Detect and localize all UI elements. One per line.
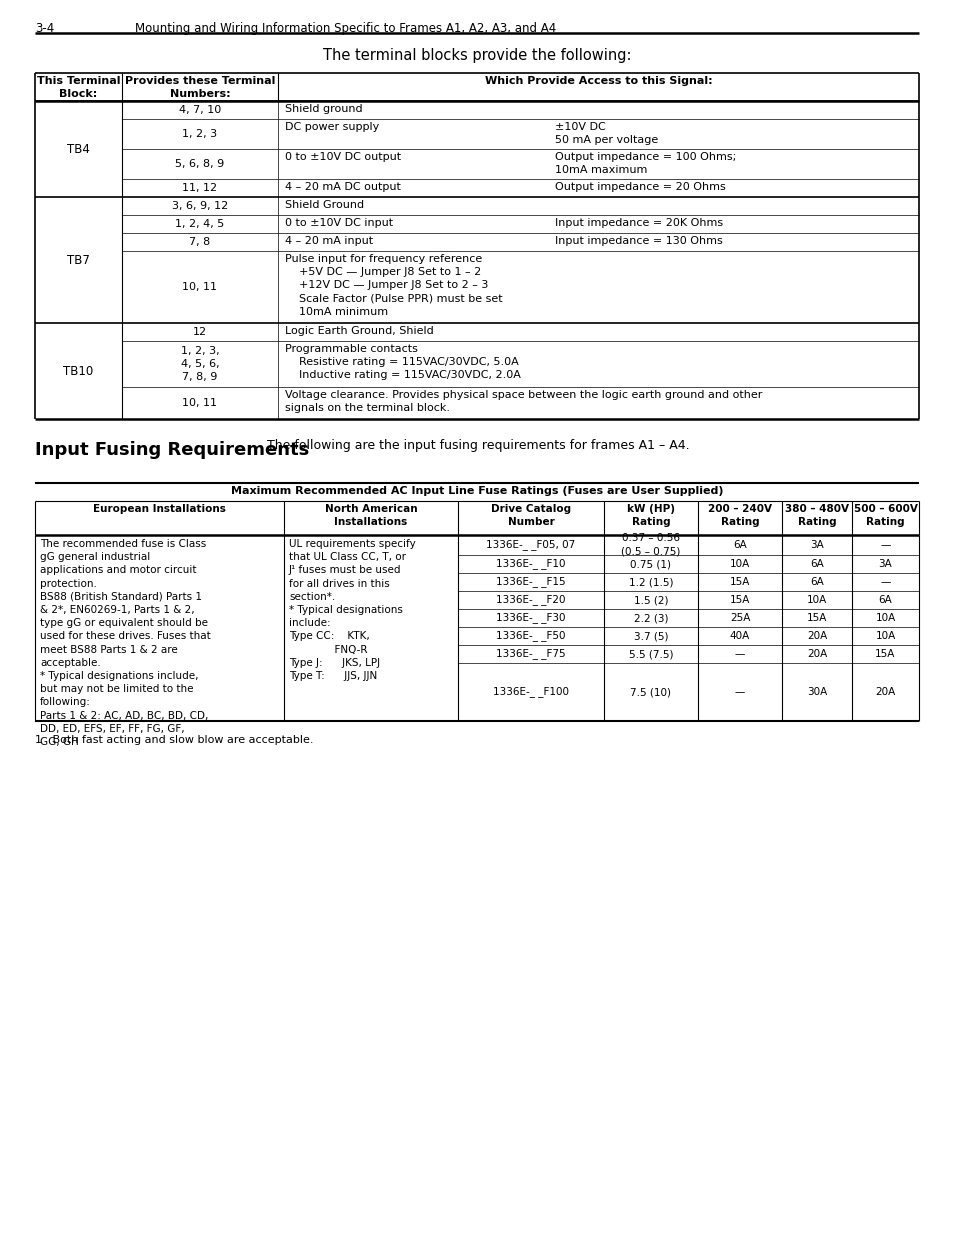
Text: This Terminal
Block:: This Terminal Block: (37, 77, 120, 99)
Text: 0.37 – 0.56
(0.5 – 0.75): 0.37 – 0.56 (0.5 – 0.75) (620, 534, 680, 557)
Text: Maximum Recommended AC Input Line Fuse Ratings (Fuses are User Supplied): Maximum Recommended AC Input Line Fuse R… (231, 487, 722, 496)
Text: 6A: 6A (809, 559, 823, 569)
Text: 1, 2, 3: 1, 2, 3 (182, 128, 217, 140)
Text: Provides these Terminal
Numbers:: Provides these Terminal Numbers: (125, 77, 274, 99)
Text: The terminal blocks provide the following:: The terminal blocks provide the followin… (322, 48, 631, 63)
Text: 15A: 15A (875, 650, 895, 659)
Text: Mounting and Wiring Information Specific to Frames A1, A2, A3, and A4: Mounting and Wiring Information Specific… (135, 22, 556, 35)
Text: North American
Installations: North American Installations (324, 504, 416, 527)
Text: Which Provide Access to this Signal:: Which Provide Access to this Signal: (484, 77, 712, 86)
Text: 1.2 (1.5): 1.2 (1.5) (628, 577, 673, 587)
Text: 15A: 15A (729, 577, 749, 587)
Text: Drive Catalog
Number: Drive Catalog Number (491, 504, 571, 527)
Text: 200 – 240V
Rating: 200 – 240V Rating (707, 504, 771, 527)
Text: 10A: 10A (806, 595, 826, 605)
Text: The recommended fuse is Class
gG general industrial
applications and motor circu: The recommended fuse is Class gG general… (40, 538, 211, 747)
Text: 380 – 480V
Rating: 380 – 480V Rating (784, 504, 848, 527)
Text: 500 – 600V
Rating: 500 – 600V Rating (853, 504, 917, 527)
Text: 11, 12: 11, 12 (182, 183, 217, 193)
Text: Output impedance = 20 Ohms: Output impedance = 20 Ohms (555, 182, 725, 191)
Text: 6A: 6A (878, 595, 891, 605)
Text: 3-4: 3-4 (35, 22, 54, 35)
Text: 20A: 20A (806, 631, 826, 641)
Text: 12: 12 (193, 327, 207, 337)
Text: Shield ground: Shield ground (285, 104, 362, 114)
Text: The following are the input fusing requirements for frames A1 – A4.: The following are the input fusing requi… (267, 438, 689, 452)
Text: 15A: 15A (806, 613, 826, 622)
Text: 1336E-_ _F15: 1336E-_ _F15 (496, 577, 565, 588)
Text: Programmable contacts
    Resistive rating = 115VAC/30VDC, 5.0A
    Inductive ra: Programmable contacts Resistive rating =… (285, 345, 520, 380)
Text: 4 – 20 mA DC output: 4 – 20 mA DC output (285, 182, 400, 191)
Text: —: — (734, 650, 744, 659)
Text: 1   Both fast acting and slow blow are acceptable.: 1 Both fast acting and slow blow are acc… (35, 735, 314, 745)
Text: 1336E-_ _F75: 1336E-_ _F75 (496, 648, 565, 659)
Text: 3A: 3A (809, 540, 823, 550)
Text: TB4: TB4 (67, 142, 90, 156)
Text: kW (HP)
Rating: kW (HP) Rating (626, 504, 675, 527)
Text: 1.5 (2): 1.5 (2) (633, 595, 667, 605)
Text: —: — (734, 687, 744, 697)
Text: 25A: 25A (729, 613, 749, 622)
Text: 20A: 20A (875, 687, 895, 697)
Text: 1336E-_ _F50: 1336E-_ _F50 (496, 631, 565, 641)
Text: 1336E-_ _F100: 1336E-_ _F100 (493, 687, 568, 698)
Text: 0 to ±10V DC output: 0 to ±10V DC output (285, 152, 400, 162)
Text: 15A: 15A (729, 595, 749, 605)
Text: 5.5 (7.5): 5.5 (7.5) (628, 650, 673, 659)
Text: 1336E-_ _F10: 1336E-_ _F10 (496, 558, 565, 569)
Text: 0.75 (1): 0.75 (1) (630, 559, 671, 569)
Text: 7.5 (10): 7.5 (10) (630, 687, 671, 697)
Text: 1, 2, 3,
4, 5, 6,
7, 8, 9: 1, 2, 3, 4, 5, 6, 7, 8, 9 (180, 346, 219, 382)
Text: UL requirements specify
that UL Class CC, T, or
J¹ fuses must be used
for all dr: UL requirements specify that UL Class CC… (289, 538, 416, 680)
Text: 1336E-_ _F05, 07: 1336E-_ _F05, 07 (486, 540, 575, 551)
Text: 3.7 (5): 3.7 (5) (633, 631, 667, 641)
Text: —: — (880, 577, 890, 587)
Text: 10, 11: 10, 11 (182, 282, 217, 291)
Text: 10A: 10A (875, 613, 895, 622)
Text: 5, 6, 8, 9: 5, 6, 8, 9 (175, 159, 224, 169)
Text: Voltage clearance. Provides physical space between the logic earth ground and ot: Voltage clearance. Provides physical spa… (285, 390, 761, 414)
Text: ±10V DC
50 mA per voltage: ±10V DC 50 mA per voltage (555, 122, 658, 146)
Text: European Installations: European Installations (93, 504, 226, 514)
Text: 1336E-_ _F20: 1336E-_ _F20 (496, 594, 565, 605)
Text: DC power supply: DC power supply (285, 122, 379, 132)
Text: 10A: 10A (875, 631, 895, 641)
Text: Input impedance = 20K Ohms: Input impedance = 20K Ohms (555, 219, 722, 228)
Text: 4, 7, 10: 4, 7, 10 (178, 105, 221, 115)
Text: 7, 8: 7, 8 (190, 237, 211, 247)
Text: 10A: 10A (729, 559, 749, 569)
Text: 6A: 6A (809, 577, 823, 587)
Text: 1336E-_ _F30: 1336E-_ _F30 (496, 613, 565, 624)
Text: 1, 2, 4, 5: 1, 2, 4, 5 (175, 219, 224, 228)
Text: 30A: 30A (806, 687, 826, 697)
Text: 4 – 20 mA input: 4 – 20 mA input (285, 236, 373, 246)
Text: 3, 6, 9, 12: 3, 6, 9, 12 (172, 201, 228, 211)
Text: Input impedance = 130 Ohms: Input impedance = 130 Ohms (555, 236, 722, 246)
Text: 0 to ±10V DC input: 0 to ±10V DC input (285, 219, 393, 228)
Text: TB7: TB7 (67, 253, 90, 267)
Text: TB10: TB10 (63, 364, 93, 378)
Text: 10, 11: 10, 11 (182, 398, 217, 408)
Text: 20A: 20A (806, 650, 826, 659)
Text: 3A: 3A (878, 559, 891, 569)
Text: Shield Ground: Shield Ground (285, 200, 364, 210)
Text: 40A: 40A (729, 631, 749, 641)
Text: —: — (880, 540, 890, 550)
Text: 2.2 (3): 2.2 (3) (633, 613, 667, 622)
Text: Logic Earth Ground, Shield: Logic Earth Ground, Shield (285, 326, 434, 336)
Text: Input Fusing Requirements: Input Fusing Requirements (35, 441, 309, 459)
Text: Pulse input for frequency reference
    +5V DC — Jumper J8 Set to 1 – 2
    +12V: Pulse input for frequency reference +5V … (285, 254, 502, 317)
Text: 6A: 6A (732, 540, 746, 550)
Text: Output impedance = 100 Ohms;
10mA maximum: Output impedance = 100 Ohms; 10mA maximu… (555, 152, 736, 175)
